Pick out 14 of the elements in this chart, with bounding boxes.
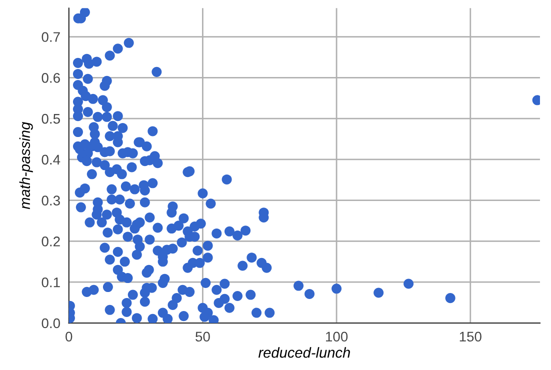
y-tick-label: 0.4 [42,154,60,165]
y-tick-label: 0.2 [42,236,60,246]
y-tick-label: 0.3 [42,196,60,206]
x-tick-label: 0 [66,332,72,342]
x-tick-label: 100 [326,332,348,342]
x-tick-label: 50 [196,332,210,342]
y-tick-label: 0.5 [42,114,60,124]
y-tick-label: 0.0 [42,318,60,328]
y-tick-label: 0.1 [42,277,60,288]
y-axis-title: math-passing [19,122,33,210]
x-axis-title: reduced-lunch [258,347,350,358]
x-tick-label: 150 [460,332,482,342]
y-tick-label: 0.7 [42,32,60,42]
y-tick-label: 0.6 [42,72,60,83]
